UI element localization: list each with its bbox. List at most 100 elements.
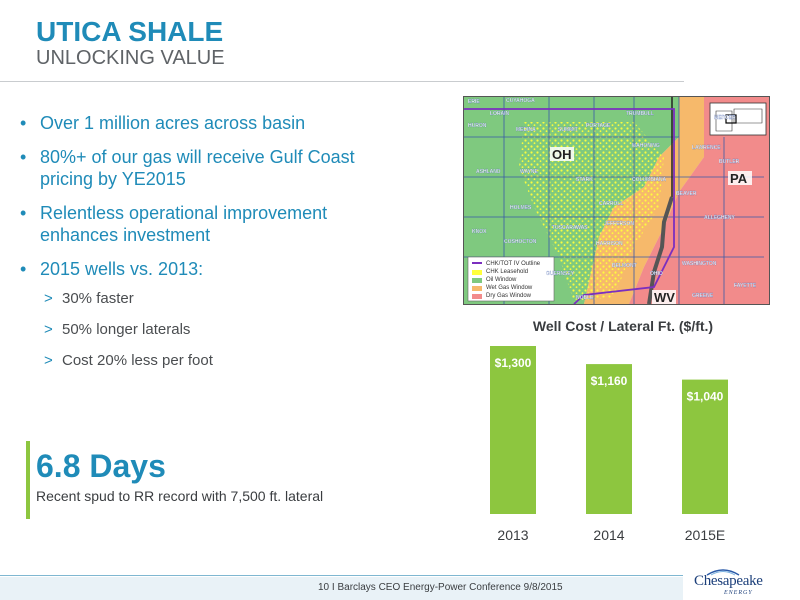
county-label: TRUMBULL: [626, 111, 654, 117]
map-graphic: CHK/TOT IV Outline CHK Leasehold Oil Windo…: [464, 97, 769, 304]
county-label: PORTAGE: [586, 123, 611, 129]
logo-wordmark: Chesapeake: [694, 573, 763, 589]
sub-bullet-list: >30% faster >50% longer laterals > Cost 20%…: [44, 289, 213, 382]
county-label: SUMMIT: [558, 127, 578, 133]
county-label: BEAVER: [676, 191, 697, 197]
county-label: CUYAHOGA: [506, 98, 535, 104]
sub-bullet-marker: >: [44, 352, 53, 369]
chart-title: Well Cost / Lateral Ft. ($/ft.): [532, 318, 714, 334]
county-label: JEFFERSON: [604, 221, 634, 227]
sub-bullet-item: > Cost 20% less per foot: [44, 351, 213, 371]
well-cost-chart: $1,300 2013 $1,160 2014 $1,040 2015E: [470, 336, 770, 553]
bullet-marker: •: [20, 259, 27, 279]
sub-bullet-text: 50% longer laterals: [62, 321, 191, 338]
chk-tot-outline: [464, 108, 675, 304]
county-label: HOLMES: [510, 205, 532, 211]
bullet-item: • Over 1 million acres across basin: [20, 112, 420, 134]
county-label: ASHLAND: [476, 169, 501, 175]
bullet-text: Over 1 million acres across basin: [40, 113, 306, 133]
county-label: MAHONING: [632, 143, 660, 149]
utica-acreage-map: CHK/TOT IV Outline CHK Leasehold Oil Windo…: [463, 96, 770, 305]
county-label: MEDINA: [516, 127, 536, 133]
bullet-item: • Relentless operational improvement enhan…: [20, 202, 420, 246]
bullet-marker: •: [20, 113, 27, 133]
county-label: LAWRENCE: [692, 145, 721, 151]
legend-label: CHK Leasehold: [486, 269, 528, 275]
category-label: 2015E: [685, 527, 725, 543]
bullet-text: enhances investment: [40, 225, 211, 245]
chesapeake-logo-icon: [706, 569, 740, 576]
legend-label: CHK/TOT IV Outline: [486, 261, 541, 267]
county-label: CARROLL: [599, 201, 623, 207]
header-divider: [0, 81, 684, 82]
bar-value-label: $1,300: [495, 356, 532, 370]
county-label: HURON: [468, 123, 487, 129]
county-label: WAYNE: [520, 169, 539, 175]
county-label: HARRISON: [596, 241, 623, 247]
sub-bullet-item: >50% longer laterals: [44, 320, 213, 340]
bullet-list: • Over 1 million acres across basin • 80%+ …: [20, 112, 420, 292]
state-label: PA: [730, 171, 748, 186]
bullet-item: • 80%+ of our gas will receive Gulf Coast…: [20, 146, 420, 190]
bullet-text: Relentless operational improvement: [40, 203, 328, 223]
ohio-river: [647, 196, 674, 304]
callout-accent-bar: [26, 441, 30, 519]
bar-2014: [586, 364, 632, 514]
footer-divider: [0, 575, 683, 576]
bullet-item: • 2015 wells vs. 2013:: [20, 258, 420, 280]
county-label: ERIE: [468, 99, 480, 105]
callout-headline: 6.8 Days: [36, 448, 166, 484]
sub-bullet-text: 30% faster: [62, 290, 134, 307]
county-label: NOBLE: [576, 295, 594, 301]
legend-label: Wet Gas Window: [486, 285, 533, 291]
bullet-text: 80%+ of our gas will receive Gulf Coast: [40, 147, 355, 167]
category-label: 2013: [497, 527, 528, 543]
sub-bullet-text: Cost 20% less per foot: [62, 352, 213, 369]
bar-2013: [490, 346, 536, 514]
bullet-text: 2015 wells vs. 2013:: [40, 259, 204, 279]
county-label: LORAIN: [490, 111, 510, 117]
county-label: BELMONT: [612, 263, 637, 269]
county-label: FAYETTE: [734, 283, 757, 289]
footer-text: 10 I Barclays CEO Energy-Power Conferenc…: [318, 582, 563, 593]
county-label: ALLEGHENY: [704, 215, 736, 221]
county-label: STARK: [576, 177, 593, 183]
footer-band: [0, 577, 683, 600]
county-label: GREENE: [692, 293, 714, 299]
county-label: TUSCARAWAS: [552, 225, 588, 231]
sub-bullet-item: >30% faster: [44, 289, 213, 309]
county-label: KNOX: [472, 229, 487, 235]
sub-bullet-marker: >: [44, 290, 53, 307]
bullet-marker: •: [20, 147, 27, 167]
state-label-background: [652, 290, 676, 304]
county-label: BUTLER: [719, 159, 740, 165]
dry-gas-window-region: [629, 97, 769, 304]
sub-bullet-marker: >: [44, 321, 53, 338]
county-label: COLUMBIANA: [632, 177, 667, 183]
bullet-text: pricing by YE2015: [40, 169, 186, 189]
inset-map: [709, 102, 767, 136]
callout-caption: Recent spud to RR record with 7,500 ft. …: [36, 488, 324, 504]
state-label-background: [550, 147, 574, 161]
county-label: MERCER: [714, 115, 736, 121]
bar-value-label: $1,040: [687, 390, 724, 404]
county-label: GUERNSEY: [546, 271, 575, 277]
state-label: WV: [654, 290, 675, 304]
logo-tagline: ENERGY: [724, 590, 753, 596]
map-legend: [467, 256, 555, 302]
state-label-background: [728, 171, 752, 185]
legend-label: Oil Window: [486, 277, 517, 283]
legend-label: Dry Gas Window: [486, 293, 532, 299]
county-label: OHIO: [650, 271, 663, 277]
slide-subtitle: UNLOCKING VALUE: [36, 47, 225, 69]
bar-2015E: [682, 379, 728, 514]
county-label: WASHINGTON: [682, 261, 717, 267]
state-label: OH: [552, 147, 572, 162]
category-label: 2014: [593, 527, 624, 543]
county-label: COSHOCTON: [504, 239, 537, 245]
well-cost-bar-chart: $1,300 2013 $1,160 2014 $1,040 2015E: [490, 346, 728, 543]
bar-value-label: $1,160: [591, 374, 628, 388]
slide-title: UTICA SHALE: [36, 16, 224, 47]
bullet-marker: •: [20, 203, 27, 223]
county-boundaries: [464, 97, 764, 304]
